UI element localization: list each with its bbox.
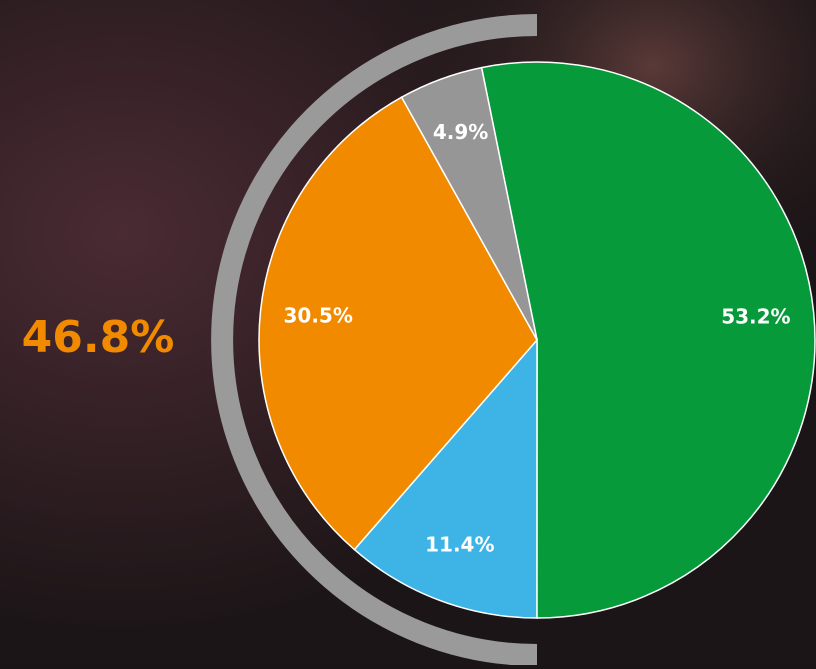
pie-slice: [258, 96, 538, 551]
pie-slice: [353, 337, 538, 619]
value-label: 53.2%: [721, 304, 790, 328]
value-label: 4.9%: [433, 120, 488, 144]
outer-arc: [211, 14, 538, 666]
pie-slice: [480, 61, 816, 619]
pie-slice: [400, 66, 538, 341]
value-label: 11.4%: [425, 533, 494, 557]
annotation: 46.8%: [22, 312, 175, 363]
value-label: 30.5%: [283, 304, 352, 328]
